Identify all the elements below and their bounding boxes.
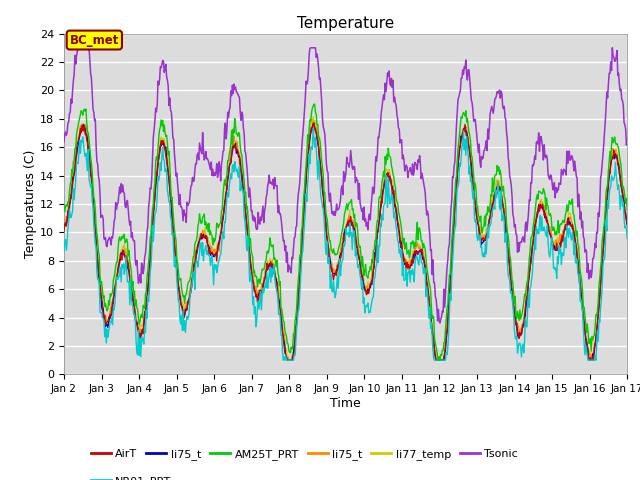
Title: Temperature: Temperature — [297, 16, 394, 31]
Text: BC_met: BC_met — [70, 34, 119, 47]
Y-axis label: Temperatures (C): Temperatures (C) — [24, 150, 37, 258]
X-axis label: Time: Time — [330, 397, 361, 410]
Legend: NR01_PRT: NR01_PRT — [86, 472, 176, 480]
